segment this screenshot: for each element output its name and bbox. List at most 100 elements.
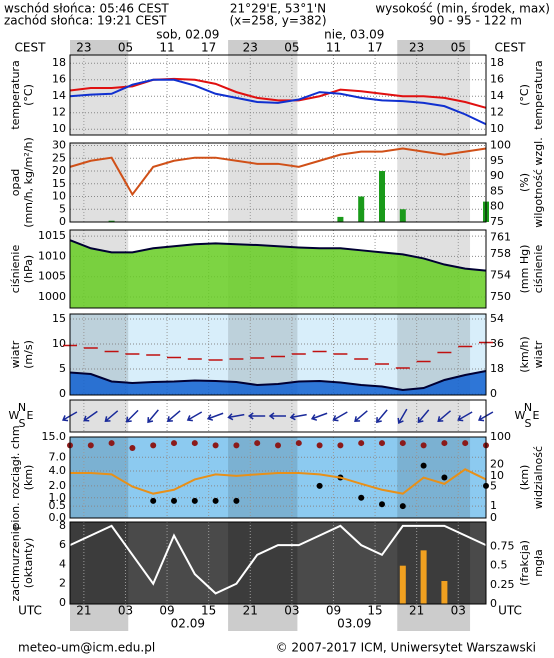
compass-label: E [533, 409, 540, 422]
wind-arrow [125, 409, 139, 423]
point [420, 442, 427, 449]
night-band [70, 522, 129, 604]
panel-frame [69, 54, 487, 136]
y-tick-label-right: 10 [490, 122, 504, 135]
point [379, 440, 385, 447]
point [191, 497, 198, 504]
y-axis-title: (km) [22, 465, 35, 491]
point [129, 444, 136, 451]
y2-tick-label: 0 [490, 511, 497, 524]
series-line [70, 468, 487, 495]
night-band [70, 143, 129, 222]
y-tick-label: 1000 [38, 290, 66, 303]
night-band [397, 437, 471, 518]
bar [379, 171, 385, 222]
compass-label: E [27, 409, 34, 422]
point [379, 501, 385, 508]
y2-tick-label: 95 [490, 154, 504, 167]
night-band [70, 400, 129, 432]
wind-arrow [227, 413, 245, 421]
y-axis-title: opad [9, 169, 22, 196]
y2-tick-label: 0 [490, 597, 497, 610]
compass-label: S [19, 417, 26, 430]
y2-tick-label: 5 [490, 480, 497, 493]
y2-tick-label: 20 [490, 458, 504, 471]
wind-arrow [206, 412, 224, 421]
y2-tick-label: 85 [490, 184, 504, 197]
y2-tick-label: 754 [490, 269, 511, 282]
series-line [69, 524, 487, 595]
night-band [228, 40, 298, 55]
night-band [228, 55, 298, 135]
panel-frame [69, 229, 487, 309]
y2-axis-title: wilgotność wzgl. [532, 137, 545, 227]
wind-arrow [457, 411, 473, 422]
point [316, 482, 323, 489]
y2-axis-title: (frakcja) [518, 540, 531, 586]
tz-bottom-left: UTC [18, 604, 42, 618]
y2-tick-label: 750 [490, 290, 511, 303]
y-tick-label-right: 18 [490, 56, 504, 69]
y-axis-title: ciśnienie [9, 245, 22, 294]
compass-label: S [525, 417, 532, 430]
y-tick-label: 1010 [38, 249, 66, 262]
y-tick-label: 16 [52, 73, 66, 86]
wind-arrow [104, 410, 119, 422]
y2-tick-label: 0.25 [490, 578, 515, 591]
point [233, 442, 240, 449]
y-tick-label: 0 [59, 596, 66, 609]
series-line [69, 77, 487, 109]
panel-background [70, 437, 486, 518]
y-tick-label: 1.0 [49, 491, 67, 504]
y-axis-title: (°C) [22, 84, 35, 106]
y-tick-label: 5 [59, 202, 66, 215]
point [295, 440, 302, 447]
sunset: zachód słońca: 19:21 CEST [4, 14, 167, 28]
y2-tick-label: 100 [490, 138, 511, 151]
tz-top-left: CEST [15, 41, 47, 55]
x-tick-label-top: 11 [159, 41, 174, 55]
point [150, 442, 157, 449]
y-tick-label: 7.0 [49, 450, 67, 463]
y2-tick-label: 36 [490, 337, 504, 350]
point [254, 440, 261, 447]
date-top: sob, 02.09 [156, 28, 219, 42]
y-tick-label: 4 [59, 557, 66, 570]
x-tick-label: 03 [118, 604, 133, 618]
date-top: nie, 03.09 [324, 28, 384, 42]
y2-axis-title: mgła [532, 549, 545, 577]
wind-arrow [376, 409, 388, 424]
wind-arrow [186, 411, 203, 422]
y-tick-label-right: 12 [490, 106, 504, 119]
y-tick-label-right: 14 [490, 89, 504, 102]
night-band [70, 40, 129, 55]
point [462, 440, 469, 447]
y2-axis-title: (°C) [518, 84, 531, 106]
y-tick-label: 10 [52, 190, 66, 203]
compass-label: W [9, 409, 20, 422]
series-line [69, 147, 487, 197]
y-tick-label: 15.0 [42, 430, 67, 443]
night-band [228, 604, 298, 631]
y-tick-label: 10 [52, 337, 66, 350]
point [87, 442, 94, 449]
panel-frame [69, 142, 487, 223]
y2-tick-label: 80 [490, 200, 504, 213]
x-tick-label: 21 [76, 604, 91, 618]
grid-point: (x=258, y=382) [229, 14, 326, 28]
night-band [397, 40, 471, 55]
x-tick-label-top: 23 [409, 41, 424, 55]
night-band [228, 143, 298, 222]
y-tick-label: 1005 [38, 270, 66, 283]
y-tick-label: 12 [52, 106, 66, 119]
y-tick-label: 0 [59, 215, 66, 228]
series-line [69, 78, 487, 126]
x-tick-label: 21 [243, 604, 258, 618]
y2-axis-title: temperatura [532, 60, 545, 129]
panel-frame [69, 521, 487, 605]
point [108, 440, 115, 447]
x-tick-label: 03 [451, 604, 466, 618]
y2-axis-title: (%) [518, 173, 531, 192]
panel-frame [69, 313, 487, 396]
